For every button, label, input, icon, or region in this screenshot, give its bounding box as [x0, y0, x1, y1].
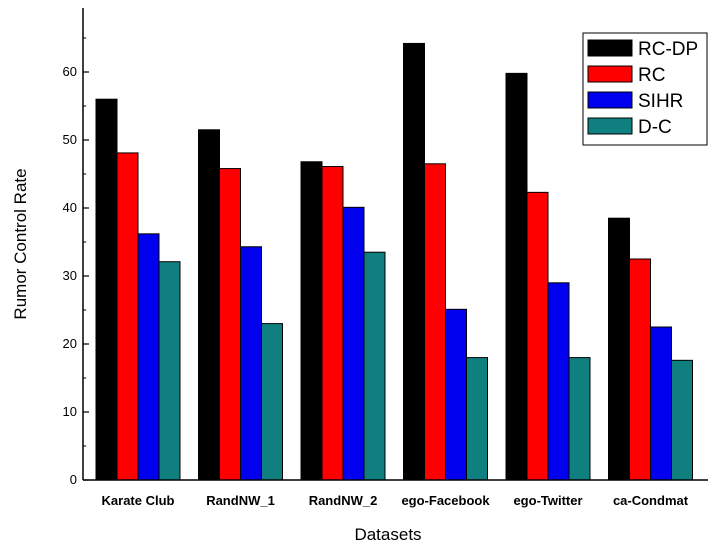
bar-sihr-ego-twitter	[547, 282, 570, 481]
y-tick-label: 40	[63, 200, 77, 215]
bar-d-c-randnw-2	[363, 251, 386, 481]
y-tick-label: 10	[63, 404, 77, 419]
x-tick-label: RandNW_2	[309, 493, 378, 508]
y-tick-label: 50	[63, 132, 77, 147]
bars-group	[95, 42, 693, 481]
y-tick-label: 0	[70, 472, 77, 487]
x-tick-label: ca-Condmat	[613, 493, 689, 508]
bar-rc-dp-ego-twitter	[505, 72, 528, 481]
legend-label-d-c: D-C	[638, 117, 672, 138]
x-labels-group: Karate Club RandNW_1 RandNW_2 ego-Facebook e…	[102, 475, 689, 508]
bar-rc-karate-club	[116, 152, 139, 481]
bar-d-c-ca-condmat	[671, 359, 693, 481]
x-tick-label: ego-Facebook	[401, 493, 490, 508]
bar-rc-dp-karate-club	[95, 98, 118, 481]
bar-rc-randnw-2	[321, 166, 344, 481]
x-tick-label: ego-Twitter	[513, 493, 582, 508]
axes-group	[82, 8, 708, 481]
bar-d-c-randnw-1	[261, 323, 283, 481]
bar-d-c-ego-facebook	[466, 357, 488, 481]
y-axis-title: Rumor Control Rate	[11, 168, 30, 319]
legend-label-rc: RC	[638, 65, 665, 86]
bar-sihr-karate-club	[137, 233, 160, 481]
bar-sihr-randnw-1	[240, 246, 262, 481]
bar-rc-ego-facebook	[424, 163, 446, 481]
legend-swatch-rc	[587, 65, 633, 83]
bar-rc-dp-ca-condmat	[608, 217, 630, 481]
bar-rc-dp-randnw-2	[300, 161, 323, 481]
bar-d-c-ego-twitter	[568, 357, 591, 481]
bar-sihr-ca-condmat	[650, 326, 672, 481]
bar-rc-ego-twitter	[526, 191, 549, 481]
bar-rc-dp-randnw-1	[198, 129, 220, 481]
legend-swatch-d-c	[587, 117, 633, 135]
legend: RC-DP RC SIHR D-C	[582, 32, 708, 146]
y-tick-label: 60	[63, 64, 77, 79]
y-tick-label: 30	[63, 268, 77, 283]
bar-sihr-ego-facebook	[445, 308, 467, 481]
y-ticks-group: 0 10 20 30 40 50 60	[63, 37, 89, 487]
legend-label-sihr: SIHR	[638, 91, 683, 112]
bar-rc-dp-ego-facebook	[403, 42, 425, 481]
legend-swatch-sihr	[587, 91, 633, 109]
x-tick-label: Karate Club	[102, 493, 175, 508]
bar-rc-randnw-1	[219, 168, 241, 481]
y-tick-label: 20	[63, 336, 77, 351]
bar-d-c-karate-club	[158, 261, 181, 481]
x-tick-label: RandNW_1	[206, 493, 275, 508]
x-axis-title: Datasets	[354, 525, 421, 544]
legend-label-rc-dp: RC-DP	[638, 39, 698, 60]
bar-sihr-randnw-2	[342, 206, 365, 481]
legend-swatch-rc-dp	[587, 39, 633, 57]
bar-rc-ca-condmat	[629, 258, 651, 481]
